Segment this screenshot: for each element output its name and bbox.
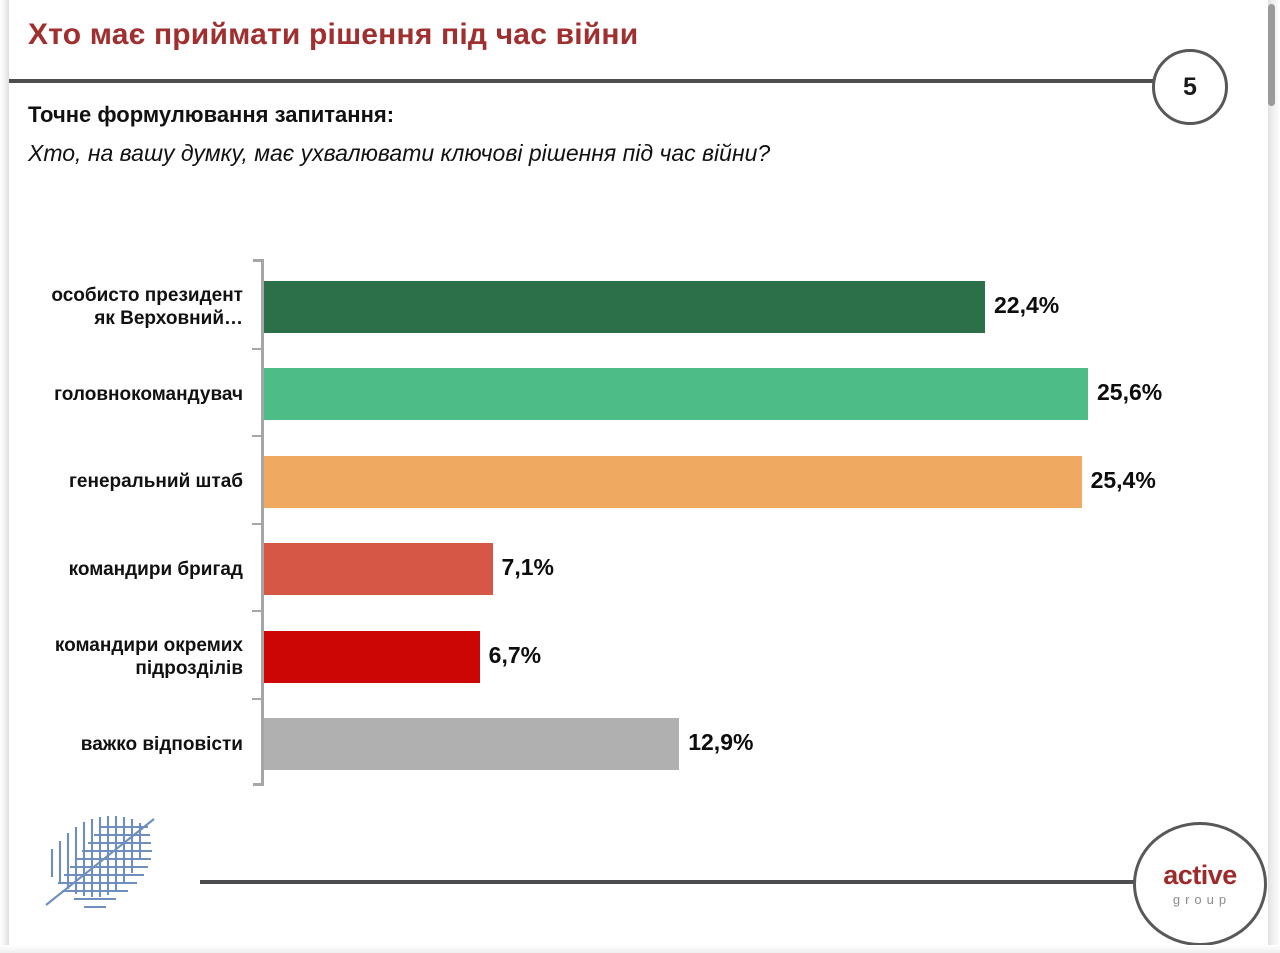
bar-value-label: 6,7% <box>488 641 542 668</box>
bar-value-label: 25,4% <box>1090 466 1156 493</box>
bar-value-label: 12,9% <box>688 729 754 756</box>
active-group-logo: active group <box>1133 822 1267 946</box>
category-label: головнокомандувач <box>0 383 243 406</box>
question-text: Хто, на вашу думку, має ухвалювати ключо… <box>28 140 771 166</box>
header-divider <box>9 79 1164 83</box>
page-number-badge: 5 <box>1152 49 1228 125</box>
category-label: генеральний штаб <box>0 470 243 493</box>
bar <box>264 368 1088 421</box>
category-label-line: генеральний штаб <box>68 471 243 493</box>
axis-tick <box>252 347 262 350</box>
category-label-line: особисто президент <box>51 284 243 306</box>
axis-tick <box>252 435 262 437</box>
category-label-line: важко відповісти <box>80 733 243 755</box>
category-label: командири бригад <box>0 558 243 581</box>
scrollbar-thumb[interactable] <box>1268 4 1275 106</box>
category-label-line: командири окремих <box>54 634 243 656</box>
bar-value-label: 25,6% <box>1097 379 1163 406</box>
bar-value-label: 22,4% <box>994 291 1060 318</box>
category-label-line: командири бригад <box>68 558 243 580</box>
bar-value-label: 7,1% <box>501 554 554 581</box>
bar <box>264 280 985 333</box>
axis-tick <box>252 522 262 525</box>
bar-chart: особисто президент як Верховний… 22,4% голо… <box>0 250 1280 795</box>
page-title: Хто має приймати рішення під час війни <box>28 18 639 51</box>
brand-name-secondary: group <box>1172 892 1232 907</box>
bar <box>264 718 680 771</box>
brand-name-primary: active <box>1163 860 1237 890</box>
page-bottom-edge <box>0 945 1280 953</box>
vertical-scrollbar[interactable] <box>1268 0 1278 953</box>
category-label: особисто президент як Верховний… <box>0 284 243 330</box>
bar <box>264 455 1082 508</box>
bar <box>264 543 493 596</box>
page-left-edge <box>0 0 9 953</box>
axis-cap-bottom <box>253 783 264 786</box>
axis-cap-top <box>253 259 264 262</box>
bar <box>264 630 480 683</box>
axis-tick <box>252 697 262 700</box>
page-number-text: 5 <box>1183 72 1197 101</box>
page-right-edge <box>1268 0 1280 953</box>
footer-divider <box>200 880 1135 884</box>
category-label-line: підрозділів <box>135 657 243 679</box>
question-heading: Точне формулювання запитання: <box>28 102 395 127</box>
category-label: командири окремих підрозділів <box>0 634 243 680</box>
leaf-logo <box>36 797 166 927</box>
chart-axis-line <box>261 259 264 786</box>
category-label-line: головнокомандувач <box>54 383 243 405</box>
category-label: важко відповісти <box>0 733 243 756</box>
category-label-line: як Верховний… <box>94 307 243 329</box>
axis-tick <box>252 610 262 612</box>
